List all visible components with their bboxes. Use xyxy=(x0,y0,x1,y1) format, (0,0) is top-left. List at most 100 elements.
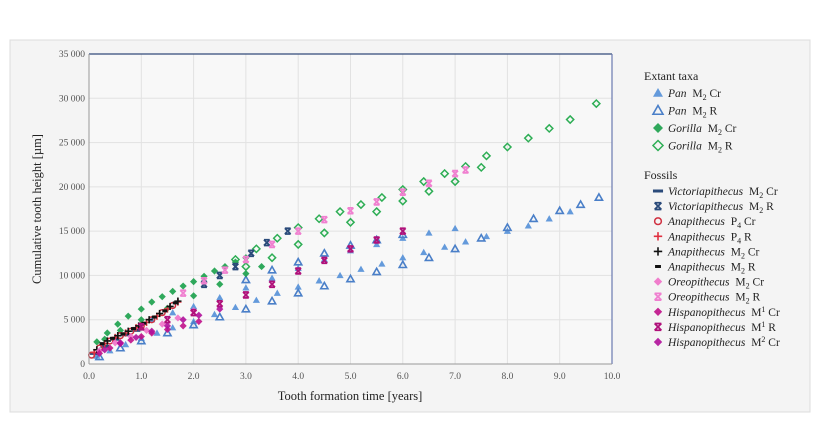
y-axis-title: Cumulative tooth height [µm] xyxy=(30,134,44,284)
legend-genus: Anapithecus xyxy=(667,216,725,228)
data-point xyxy=(127,336,135,344)
data-point xyxy=(320,215,328,224)
data-point xyxy=(106,344,114,352)
data-point xyxy=(575,199,586,209)
data-point xyxy=(257,262,266,271)
legend-suffix: R xyxy=(750,292,761,304)
data-point xyxy=(103,337,111,345)
legend-suffix: Cr xyxy=(765,307,780,319)
legend-label: Oreopithecus M2 Cr xyxy=(668,277,764,291)
data-point xyxy=(345,273,356,283)
y-tick-label: 30 000 xyxy=(59,94,85,104)
data-point xyxy=(502,222,513,232)
data-point xyxy=(116,326,124,334)
legend-tooth-letter: M xyxy=(749,186,759,198)
legend-tooth-letter: M xyxy=(708,123,718,135)
data-point xyxy=(284,227,292,235)
data-point xyxy=(345,217,356,227)
data-point xyxy=(162,309,168,313)
data-point xyxy=(114,332,122,340)
y-tick-label: 10 000 xyxy=(59,271,85,281)
data-points xyxy=(87,98,604,361)
legend-genus: Anapithecus xyxy=(667,262,725,274)
series-oreopithecus-11 xyxy=(179,166,470,297)
legend-suffix: R xyxy=(763,201,774,213)
data-point xyxy=(190,307,198,315)
data-point xyxy=(268,280,276,289)
data-point xyxy=(93,338,101,346)
data-point xyxy=(267,295,278,305)
data-point xyxy=(476,162,486,173)
legend-item: Hispanopithecus M2 Cr xyxy=(653,335,780,349)
legend-item: Victoriapithecus M2 R xyxy=(654,201,774,215)
legend-tooth-superscript: 2 xyxy=(761,335,765,344)
data-point xyxy=(200,276,208,285)
legend-marker-icon xyxy=(653,277,663,286)
legend-tooth-subscript: 2 xyxy=(703,93,707,102)
legend-suffix: R xyxy=(745,262,756,274)
legend-tooth-subscript: 4 xyxy=(737,236,741,245)
data-point xyxy=(263,238,271,247)
data-point xyxy=(145,316,153,324)
legend-tooth-letter: M xyxy=(692,88,702,100)
data-point xyxy=(481,151,492,161)
legend-genus: Victoriapithecus xyxy=(668,186,744,198)
legend-tooth-subscript: 2 xyxy=(703,111,707,120)
legend-genus: Pan xyxy=(667,106,687,118)
legend-label: Anapithecus P4 Cr xyxy=(667,216,756,230)
data-point xyxy=(114,320,122,328)
x-tick-label: 2.0 xyxy=(188,372,200,382)
data-point xyxy=(195,317,203,326)
data-point xyxy=(524,222,532,229)
data-point xyxy=(273,289,281,296)
data-point xyxy=(169,309,177,316)
data-point xyxy=(371,266,382,276)
legend-genus: Victoriapithecus xyxy=(668,201,744,213)
legend-label: Pan M2 Cr xyxy=(667,88,721,102)
legend-marker-icon xyxy=(655,265,661,268)
legend-tooth-letter: P xyxy=(731,216,737,228)
data-point xyxy=(399,227,407,235)
legend-label: Pan M2 R xyxy=(667,106,718,120)
legend-item: Victoriapithecus M2 Cr xyxy=(652,186,778,200)
data-point xyxy=(99,342,105,346)
data-point xyxy=(221,266,229,274)
data-point xyxy=(545,215,553,222)
legend-group-title: Extant taxa xyxy=(644,69,699,83)
legend-label: Gorilla M2 Cr xyxy=(668,123,737,137)
legend-suffix: R xyxy=(722,141,733,153)
data-point xyxy=(240,303,251,313)
data-point xyxy=(190,302,198,310)
data-point xyxy=(268,274,276,281)
legend-tooth-letter: M xyxy=(731,262,741,274)
data-point xyxy=(544,123,554,134)
series-anapithecus-8 xyxy=(93,297,182,354)
data-point xyxy=(397,259,408,269)
data-point xyxy=(148,327,156,335)
data-point xyxy=(163,322,172,330)
data-point xyxy=(156,309,164,318)
legend-genus: Oreopithecus xyxy=(668,277,730,289)
data-point xyxy=(122,340,130,348)
data-point xyxy=(420,248,428,256)
legend-suffix: Cr xyxy=(741,216,756,228)
legend-marker-icon xyxy=(654,292,662,301)
data-point xyxy=(103,329,111,337)
data-point xyxy=(373,198,381,206)
legend-tooth-letter: M xyxy=(735,292,745,304)
data-point xyxy=(320,255,328,263)
data-point xyxy=(294,283,302,290)
legend-tooth-letter: M xyxy=(731,246,741,258)
data-point xyxy=(179,289,187,297)
data-point xyxy=(424,186,434,196)
legend-tooth-letter: P xyxy=(731,231,737,243)
data-point xyxy=(110,336,116,340)
legend-tooth-letter: M xyxy=(749,201,759,213)
data-point xyxy=(425,179,433,188)
legend-tooth-superscript: 1 xyxy=(761,305,765,314)
data-point xyxy=(158,293,166,301)
legend-tooth-letter: M xyxy=(751,307,761,319)
legend-tooth-subscript: 2 xyxy=(746,297,750,306)
data-point xyxy=(373,236,381,244)
data-point xyxy=(216,280,224,288)
